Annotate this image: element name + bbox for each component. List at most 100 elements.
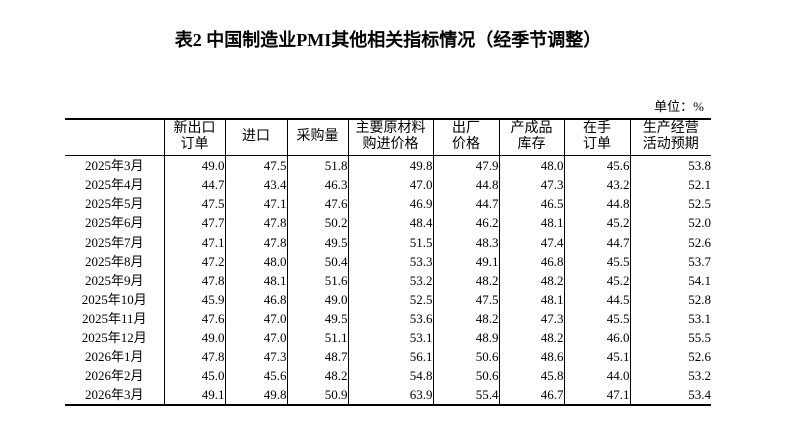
value-cell: 47.3 [498, 308, 564, 328]
value-cell: 46.2 [432, 213, 499, 233]
value-cell: 43.2 [563, 175, 630, 195]
value-cell: 52.5 [347, 289, 433, 309]
value-cell: 49.0 [286, 289, 348, 309]
value-cell: 48.6 [498, 347, 564, 367]
value-cell: 55.5 [629, 327, 711, 348]
value-cell: 53.4 [629, 385, 711, 406]
value-cell: 49.5 [286, 308, 348, 328]
value-cell: 53.2 [347, 270, 433, 290]
value-cell: 51.5 [347, 232, 433, 252]
value-cell: 46.9 [347, 194, 433, 214]
value-cell: 47.8 [224, 232, 287, 252]
table-row: 2025年3月 49.0 47.5 51.8 49.8 47.9 48.0 45.6 53.8 [65, 155, 711, 176]
row-label-cell: 2025年7月 [84, 234, 144, 250]
value-cell: 48.3 [432, 232, 499, 252]
value-cell: 47.1 [163, 232, 225, 252]
value-cell: 46.0 [563, 327, 630, 348]
table-row: 2025年11月 47.6 47.0 49.5 53.6 48.2 47.3 45.5 53.1 [65, 308, 711, 328]
value-cell: 49.1 [432, 251, 499, 271]
value-cell: 45.2 [563, 213, 630, 233]
value-cell: 45.1 [563, 347, 630, 367]
row-label-cell: 2025年12月 [81, 329, 147, 345]
value-cell: 46.3 [286, 175, 348, 195]
value-cell: 44.5 [563, 289, 630, 309]
value-cell: 48.7 [286, 347, 348, 367]
value-cell: 47.7 [163, 213, 225, 233]
row-label-cell: 2026年1月 [84, 349, 144, 365]
row-label-cell: 2025年11月 [81, 310, 147, 326]
value-cell: 44.8 [432, 175, 499, 195]
table-row: 2026年3月 49.1 49.8 50.9 63.9 55.4 46.7 47.1 53.4 [65, 385, 711, 406]
value-cell: 54.1 [629, 270, 711, 290]
value-cell: 56.1 [347, 347, 433, 367]
value-cell: 47.2 [163, 251, 225, 271]
value-cell: 48.1 [498, 213, 564, 233]
value-cell: 49.8 [224, 385, 287, 406]
value-cell: 52.6 [629, 347, 711, 367]
value-cell: 48.1 [224, 270, 287, 290]
value-cell: 47.1 [563, 385, 630, 406]
col-header-ex-factory-prices: 出厂 价格 [432, 118, 499, 157]
value-cell: 47.3 [224, 347, 287, 367]
col-header-imports: 进口 [224, 118, 287, 157]
value-cell: 52.6 [629, 232, 711, 252]
value-cell: 48.2 [432, 270, 499, 290]
value-cell: 48.2 [498, 270, 564, 290]
table-row: 2025年10月 45.9 46.8 49.0 52.5 47.5 48.1 44.5 52.8 [65, 289, 711, 309]
value-cell: 46.5 [498, 194, 564, 214]
value-cell: 53.1 [347, 327, 433, 348]
value-cell: 52.5 [629, 194, 711, 214]
value-cell: 43.4 [224, 175, 287, 195]
value-cell: 47.8 [163, 347, 225, 367]
col-header-business-activity-expectations: 生产经营 活动预期 [629, 118, 711, 157]
value-cell: 47.5 [224, 155, 287, 176]
table-row: 2026年1月 47.8 47.3 48.7 56.1 50.6 48.6 45.1 52.6 [65, 347, 711, 367]
value-cell: 44.8 [563, 194, 630, 214]
value-cell: 47.6 [286, 194, 348, 214]
value-cell: 49.0 [163, 155, 225, 176]
value-cell: 45.8 [498, 366, 564, 386]
value-cell: 49.5 [286, 232, 348, 252]
value-cell: 49.8 [347, 155, 433, 176]
row-label-cell: 2025年5月 [84, 196, 144, 212]
value-cell: 46.8 [498, 251, 564, 271]
value-cell: 44.7 [563, 232, 630, 252]
value-cell: 47.6 [163, 308, 225, 328]
row-label-cell: 2025年6月 [84, 215, 144, 231]
value-cell: 47.3 [498, 175, 564, 195]
value-cell: 53.2 [629, 366, 711, 386]
row-label-cell: 2026年2月 [84, 368, 144, 384]
value-cell: 45.9 [163, 289, 225, 309]
value-cell: 52.0 [629, 213, 711, 233]
value-cell: 50.9 [286, 385, 348, 406]
row-label-cell: 2025年10月 [81, 291, 147, 307]
col-header-purchasing-volume: 采购量 [286, 118, 348, 157]
value-cell: 47.0 [224, 308, 287, 328]
value-cell: 53.8 [629, 155, 711, 176]
value-cell: 47.5 [163, 194, 225, 214]
value-cell: 52.8 [629, 289, 711, 309]
value-cell: 47.9 [432, 155, 499, 176]
value-cell: 54.8 [347, 366, 433, 386]
row-label-cell: 2025年4月 [84, 177, 144, 193]
table-body: 2025年3月 49.0 47.5 51.8 49.8 47.9 48.0 45.6 53.8 2… [65, 155, 711, 406]
row-label-cell: 2025年3月 [84, 158, 144, 174]
value-cell: 45.2 [563, 270, 630, 290]
unit-label: 单位：% [654, 98, 704, 114]
col-header-new-export-orders: 新出口 订单 [163, 118, 225, 157]
value-cell: 44.0 [563, 366, 630, 386]
value-cell: 46.7 [498, 385, 564, 406]
table-row: 2025年5月 47.5 47.1 47.6 46.9 44.7 46.5 44.8 52.5 [65, 194, 711, 214]
value-cell: 51.8 [286, 155, 348, 176]
value-cell: 53.1 [629, 308, 711, 328]
table-row: 2025年7月 47.1 47.8 49.5 51.5 48.3 47.4 44.7 52.6 [65, 232, 711, 252]
header-row: 新出口 订单 进口 采购量 主要原材料 购进价格 出厂 价格 产成品 库存 在手… [65, 118, 711, 157]
value-cell: 47.8 [163, 270, 225, 290]
value-cell: 45.5 [563, 308, 630, 328]
value-cell: 48.2 [432, 308, 499, 328]
col-header-raw-material-purchase-prices: 主要原材料 购进价格 [347, 118, 433, 157]
value-cell: 47.8 [224, 213, 287, 233]
value-cell: 55.4 [432, 385, 499, 406]
row-label-cell: 2025年8月 [84, 253, 144, 269]
